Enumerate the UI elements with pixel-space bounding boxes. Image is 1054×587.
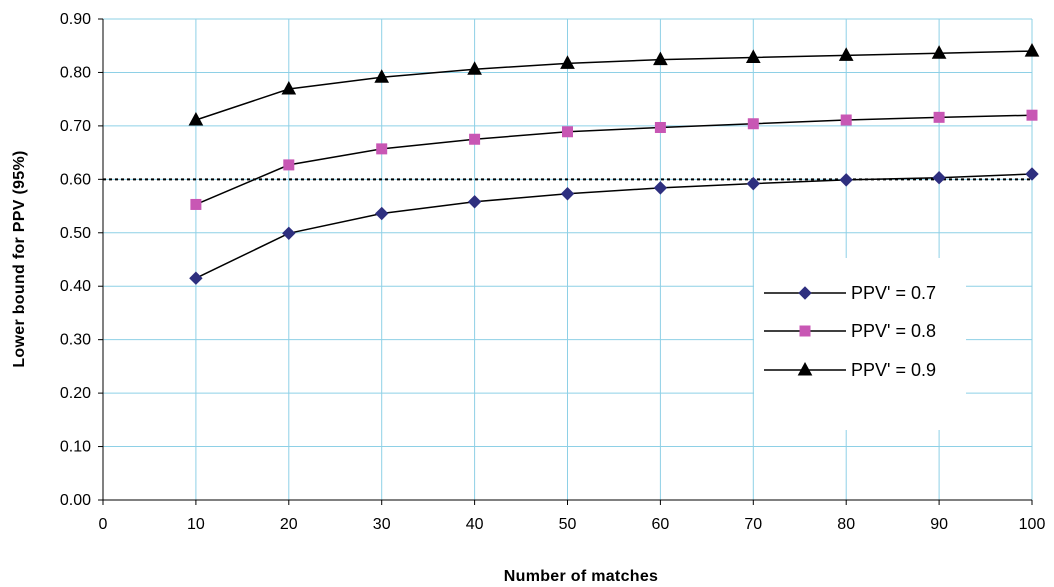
data-point xyxy=(840,114,852,126)
legend-item: PPV' = 0.8 xyxy=(764,321,936,341)
y-tick-label: 0.40 xyxy=(60,278,91,295)
data-point xyxy=(933,111,945,123)
series-line xyxy=(195,173,1033,279)
y-tick-label: 0.60 xyxy=(60,171,91,188)
data-point xyxy=(1025,167,1039,181)
data-point xyxy=(746,176,761,191)
y-tick-label: 0.90 xyxy=(60,11,91,28)
data-point xyxy=(1024,43,1040,57)
legend-label: PPV' = 0.7 xyxy=(851,283,936,303)
series-1 xyxy=(189,167,1039,285)
series-layer xyxy=(188,43,1040,285)
x-tick-label: 90 xyxy=(930,516,948,533)
x-tick-label: 100 xyxy=(1019,516,1046,533)
data-point xyxy=(190,198,202,210)
data-point xyxy=(281,80,297,95)
x-tick-label: 30 xyxy=(373,516,391,533)
legend-marker xyxy=(799,325,811,337)
legend-item: PPV' = 0.9 xyxy=(764,360,936,380)
data-point xyxy=(374,206,389,221)
data-point xyxy=(188,111,204,126)
y-tick-label: 0.20 xyxy=(60,385,91,402)
data-point xyxy=(467,61,482,75)
legend-label: PPV' = 0.8 xyxy=(851,321,936,341)
legend-background xyxy=(754,258,966,430)
data-point xyxy=(467,195,482,209)
legend-marker xyxy=(798,286,812,300)
x-axis-title: Number of matches xyxy=(504,568,658,585)
y-tick-label: 0.10 xyxy=(60,439,91,456)
x-tick-label: 50 xyxy=(559,516,577,533)
legend-item: PPV' = 0.7 xyxy=(764,283,936,303)
x-tick-label: 40 xyxy=(466,516,484,533)
data-point xyxy=(747,118,759,130)
y-tick-label: 0.50 xyxy=(60,225,91,242)
series-line xyxy=(195,114,1033,206)
data-point xyxy=(654,121,666,133)
y-axis-title: Lower bound for PPV (95%) xyxy=(11,150,28,367)
y-tick-label: 0.00 xyxy=(60,492,91,509)
data-point xyxy=(932,171,946,185)
y-tick-label: 0.80 xyxy=(60,64,91,81)
data-point xyxy=(189,271,203,285)
legend: PPV' = 0.7 PPV' = 0.8 PPV' = 0.9 xyxy=(754,258,966,430)
data-point xyxy=(283,159,295,171)
legend-marker xyxy=(797,361,813,376)
data-point xyxy=(560,187,575,201)
y-tick-label: 0.30 xyxy=(60,332,91,349)
series-line xyxy=(195,50,1033,121)
tick-labels: 0.00 0.10 0.20 0.30 0.40 0.50 0.60 0.70 0.80 0.90… xyxy=(60,11,1046,533)
data-point xyxy=(653,181,668,195)
data-point xyxy=(282,226,296,241)
data-point xyxy=(560,55,575,69)
series-2 xyxy=(190,109,1038,210)
x-tick-label: 70 xyxy=(744,516,762,533)
data-point xyxy=(469,133,481,145)
data-point xyxy=(839,173,853,187)
legend-label: PPV' = 0.9 xyxy=(851,360,936,380)
series-3 xyxy=(188,43,1040,126)
x-tick-label: 20 xyxy=(280,516,298,533)
data-point xyxy=(562,126,573,138)
y-tick-label: 0.70 xyxy=(60,118,91,135)
data-point xyxy=(745,49,761,63)
data-point xyxy=(838,47,854,61)
data-point xyxy=(1026,109,1038,121)
x-tick-label: 0 xyxy=(99,516,108,533)
data-point xyxy=(931,45,947,59)
x-tick-label: 80 xyxy=(837,516,855,533)
data-point xyxy=(374,69,390,83)
x-tick-label: 10 xyxy=(187,516,205,533)
data-point xyxy=(653,51,668,66)
axes xyxy=(98,18,1033,505)
x-tick-label: 60 xyxy=(652,516,670,533)
data-point xyxy=(376,143,388,155)
